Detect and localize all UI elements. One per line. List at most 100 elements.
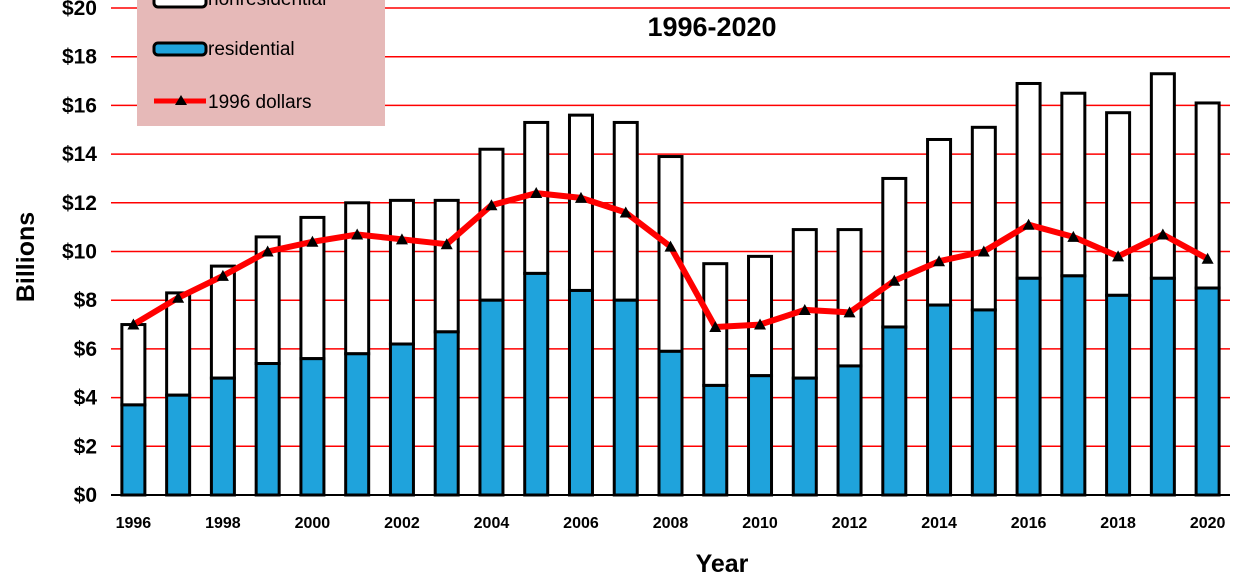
bar-residential: [791, 376, 818, 497]
bar-residential: [478, 298, 505, 497]
line-marker: [1156, 228, 1169, 240]
y-tick-label: $20: [62, 0, 97, 20]
y-tick-label: $2: [74, 435, 97, 458]
bar-residential: [702, 383, 729, 497]
bar-residential: [523, 271, 550, 497]
line-marker: [530, 187, 543, 199]
y-tick-labels: $0 $2 $4 $6 $8 $10 $12 $14 $16 $18 $20: [62, 0, 97, 507]
bar-residential: [970, 308, 997, 497]
line-marker: [754, 318, 767, 330]
bar-nonresidential: [657, 155, 684, 353]
bar-residential: [254, 362, 281, 497]
line-marker: [440, 238, 453, 250]
line-marker: [574, 191, 587, 203]
bar-nonresidential: [165, 291, 192, 397]
x-tick-label: 2004: [474, 515, 510, 532]
bar-residential: [344, 352, 371, 497]
bar-nonresidential: [433, 198, 460, 334]
line-marker: [664, 240, 677, 252]
x-tick-label: 2018: [1100, 515, 1136, 532]
bar-residential: [567, 288, 594, 497]
bar-nonresidential: [344, 201, 371, 356]
bar-nonresidential: [881, 176, 908, 329]
bar-residential: [612, 298, 639, 497]
bar-nonresidential: [836, 228, 863, 368]
bar-nonresidential: [478, 147, 505, 302]
legend-label-nonresidential: nonresidential: [208, 0, 326, 10]
legend-swatch-nonresidential: [152, 0, 208, 9]
x-axis-label: Year: [696, 550, 749, 578]
bar-nonresidential: [1015, 81, 1042, 280]
line-marker: [351, 228, 364, 240]
line-marker: [1022, 218, 1035, 230]
y-tick-label: $16: [62, 94, 97, 117]
x-tick-label: 2012: [832, 515, 868, 532]
line-marker: [888, 274, 901, 286]
bar-residential: [657, 349, 684, 497]
y-tick-label: $14: [62, 143, 97, 166]
legend-swatch-residential: [152, 41, 208, 57]
bar-residential: [1194, 286, 1221, 497]
x-tick-label: 2010: [742, 515, 778, 532]
line-marker: [619, 206, 632, 218]
bar-residential: [209, 376, 236, 497]
line-marker: [216, 269, 229, 281]
line-marker: [933, 255, 946, 267]
bar-residential: [1149, 276, 1176, 497]
x-tick-label: 1996: [116, 515, 152, 532]
line-marker: [127, 318, 140, 330]
line-series: [127, 187, 1214, 332]
bar-residential: [388, 342, 415, 497]
x-tick-labels: 1996 1998 2000 2002 2004 2006 2008 2010 2012 2014…: [116, 515, 1226, 532]
bar-residential: [1060, 274, 1087, 497]
line-marker: [395, 233, 408, 245]
line-marker: [1067, 230, 1080, 242]
line-marker: [261, 245, 274, 257]
y-axis-label: Billions: [12, 212, 40, 302]
bar-nonresidential: [1105, 111, 1132, 297]
bar-nonresidential: [970, 125, 997, 312]
bar-nonresidential: [120, 323, 147, 407]
x-tick-label: 2008: [653, 515, 689, 532]
line-marker: [798, 303, 811, 315]
y-tick-label: $10: [62, 241, 97, 264]
bar-residential: [881, 325, 908, 497]
legend-label-1996-dollars: 1996 dollars: [208, 92, 312, 113]
x-tick-label: 2000: [295, 515, 331, 532]
bar-nonresidential: [791, 228, 818, 380]
bar-residential: [926, 303, 953, 497]
bar-nonresidential: [1149, 72, 1176, 280]
y-tick-label: $4: [74, 387, 98, 410]
line-marker: [306, 235, 319, 247]
x-tick-label: 2002: [384, 515, 420, 532]
line-marker: [485, 199, 498, 211]
x-tick-label: 2006: [563, 515, 599, 532]
y-tick-label: $0: [74, 484, 97, 507]
bar-residential: [747, 374, 774, 497]
legend-label-residential: residential: [208, 39, 295, 60]
bar-residential: [299, 357, 326, 497]
line-marker: [1201, 252, 1214, 264]
bar-nonresidential: [747, 254, 774, 378]
legend-marker-1996-dollars: [175, 95, 187, 105]
bar-residential: [433, 330, 460, 497]
bar-residential: [1015, 276, 1042, 497]
bar-residential: [165, 393, 192, 497]
chart-title: 1996-2020: [647, 12, 776, 42]
line-marker: [172, 291, 185, 303]
x-tick-label: 2020: [1190, 515, 1226, 532]
line-marker: [709, 320, 722, 332]
bar-nonresidential: [1060, 91, 1087, 278]
y-tick-label: $18: [62, 46, 97, 69]
y-tick-label: $6: [74, 338, 97, 361]
y-tick-label: $12: [62, 192, 97, 215]
x-tick-label: 1998: [205, 515, 241, 532]
bar-nonresidential: [388, 198, 415, 346]
line-marker: [977, 245, 990, 257]
bar-residential: [120, 403, 147, 497]
line-marker: [1112, 250, 1125, 262]
line-marker: [843, 306, 856, 318]
y-tick-label: $8: [74, 289, 98, 312]
bar-residential: [836, 364, 863, 497]
